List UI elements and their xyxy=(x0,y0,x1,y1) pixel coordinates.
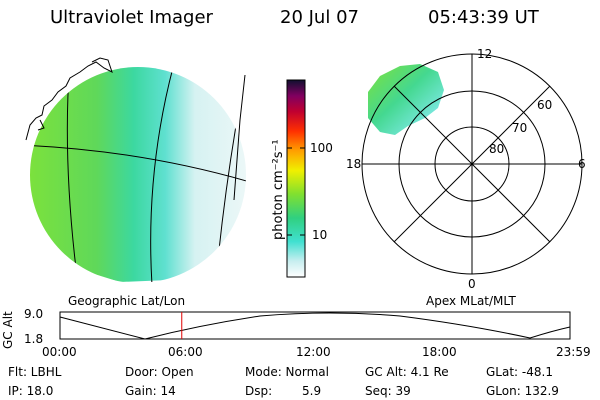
filter-info: Flt: LBHL xyxy=(8,365,62,379)
gc-alt-info: GC Alt: 4.1 Re xyxy=(365,365,449,379)
gain-info: Gain: 14 xyxy=(125,384,176,398)
mlt-label-6: 6 xyxy=(578,157,586,171)
door-info: Door: Open xyxy=(125,365,194,379)
geographic-image xyxy=(25,57,246,283)
time-label: 05:43:39 UT xyxy=(428,7,539,28)
altitude-ymax-label: 9.0 xyxy=(24,307,44,321)
dsp-label: Dsp: xyxy=(245,384,273,398)
altitude-xtick-1: 06:00 xyxy=(168,345,203,359)
glon-info: GLon: 132.9 xyxy=(486,384,559,398)
altitude-ylabel: GC Alt xyxy=(1,311,15,349)
altitude-xtick-4: 23:59 xyxy=(556,345,591,359)
polar-plot xyxy=(361,53,583,275)
altitude-ymin-label: 1.8 xyxy=(24,332,44,346)
glat-info: GLat: -48.1 xyxy=(486,365,553,379)
polar-panel-label: Apex MLat/MLT xyxy=(426,294,516,308)
app-title: Ultraviolet Imager xyxy=(50,7,213,28)
geo-panel-label: Geographic Lat/Lon xyxy=(68,294,186,308)
mlt-label-12: 12 xyxy=(477,47,493,61)
mlt-label-18: 18 xyxy=(346,157,362,171)
date-label: 20 Jul 07 xyxy=(280,7,359,28)
mlat-label-80: 80 xyxy=(489,142,505,156)
colorbar-tick-10: 10 xyxy=(312,228,328,242)
mode-info: Mode: Normal xyxy=(245,365,329,379)
ip-info: IP: 18.0 xyxy=(8,384,54,398)
mlt-label-0: 0 xyxy=(468,277,476,291)
altitude-xtick-0: 00:00 xyxy=(42,345,77,359)
colorbar xyxy=(286,79,306,278)
colorbar-unit-label: photon cm⁻²s⁻¹ xyxy=(271,139,286,240)
altitude-xtick-2: 12:00 xyxy=(296,345,331,359)
altitude-xtick-3: 18:00 xyxy=(422,345,457,359)
colorbar-tick-100: 100 xyxy=(310,141,333,155)
mlat-label-60: 60 xyxy=(537,98,553,112)
mlat-label-70: 70 xyxy=(512,121,528,135)
dsp-value: 5.9 xyxy=(302,384,322,398)
seq-info: Seq: 39 xyxy=(365,384,411,398)
altitude-plot xyxy=(59,311,571,340)
